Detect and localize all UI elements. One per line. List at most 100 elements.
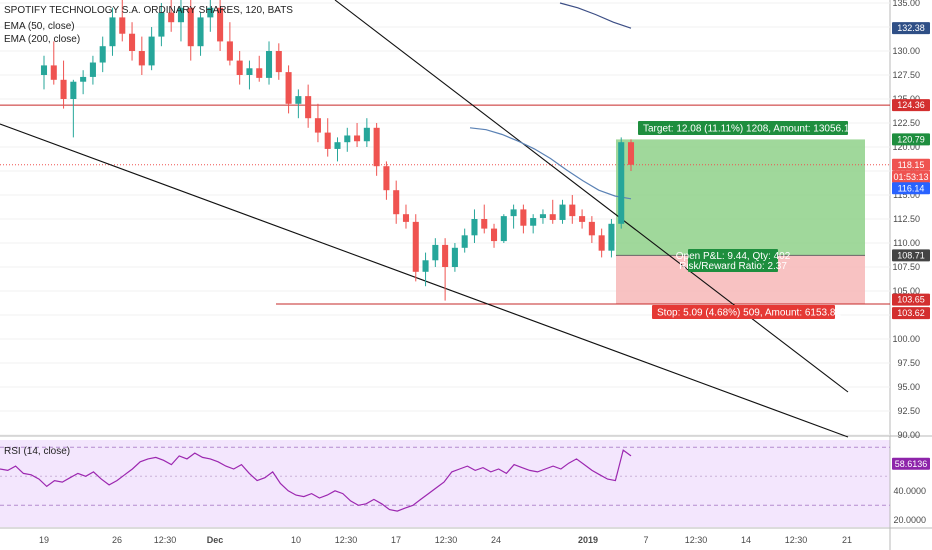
candle-body — [275, 51, 282, 73]
candle-body — [354, 135, 361, 142]
price-tag-label: 103.62 — [897, 308, 925, 318]
candle-body — [442, 244, 449, 267]
stop-label-box[interactable]: Stop: 5.09 (4.68%) 509, Amount: 6153.82 — [652, 305, 841, 319]
candle-body — [109, 17, 116, 47]
trendline-upper — [334, 0, 849, 393]
candle-body — [618, 142, 625, 224]
time-tick-label: 7 — [643, 535, 648, 545]
time-tick-label: 21 — [842, 535, 852, 545]
candle-body — [539, 214, 546, 219]
price-tag — [892, 170, 930, 183]
target-zone — [616, 139, 865, 256]
price-tag — [892, 158, 930, 171]
trendlines — [0, 0, 849, 438]
price-tick-label: 90.00 — [897, 430, 920, 440]
candle-body — [187, 7, 194, 47]
candle-body — [138, 51, 145, 66]
price-tag-label: 116.14 — [898, 183, 925, 193]
candle-body — [432, 244, 439, 261]
candle-body — [471, 219, 478, 236]
price-tick-label: 92.50 — [897, 406, 920, 416]
price-tag-label: 132.38 — [897, 23, 925, 33]
candle-body — [148, 36, 155, 66]
candle-body — [402, 214, 410, 222]
candle-body — [588, 221, 595, 236]
ema50-line — [469, 127, 632, 200]
time-tick-label: 12:30 — [335, 535, 358, 545]
pnl-label: Open P&L: 9.44, Qty: 402 — [676, 251, 791, 262]
time-tick-label: 26 — [112, 535, 122, 545]
candle-body — [226, 41, 233, 61]
price-tick-label: 115.00 — [893, 190, 920, 200]
price-tag — [892, 99, 930, 112]
candle-body — [520, 209, 527, 226]
price-tag — [892, 307, 930, 320]
candle-body — [412, 221, 419, 272]
price-tag-label: 120.79 — [897, 134, 925, 144]
rr-label: Risk/Reward Ratio: 2.37 — [679, 261, 787, 272]
price-tick-label: 135.00 — [892, 0, 920, 8]
horizontal-lines — [0, 104, 890, 305]
position-zones — [616, 139, 865, 305]
candle-body — [70, 81, 77, 99]
candle-body — [60, 79, 67, 99]
candle-body — [549, 214, 556, 220]
time-tick-label: 24 — [491, 535, 501, 545]
target-label-box[interactable]: Target: 12.08 (11.11%) 1208, Amount: 130… — [638, 121, 855, 135]
price-tag-label: 108.71 — [897, 250, 925, 260]
candle-body — [451, 247, 458, 267]
candle-body — [305, 96, 312, 119]
candle-body — [207, 7, 214, 18]
price-tick-label: 122.50 — [892, 118, 920, 128]
price-tag — [892, 249, 930, 262]
rsi-legend: RSI (14, close) — [4, 446, 70, 457]
time-tick-label: Dec — [207, 535, 224, 545]
price-tag-label: 124.36 — [897, 100, 925, 110]
price-tick-label: 100.00 — [892, 334, 920, 344]
stop-label: Stop: 5.09 (4.68%) 509, Amount: 6153.82 — [657, 308, 841, 319]
time-tick-label: 12:30 — [435, 535, 458, 545]
candle-body — [579, 216, 586, 222]
price-tick-label: 125.00 — [892, 94, 920, 104]
candle-body — [461, 235, 468, 248]
candle-body — [530, 218, 537, 226]
candle-body — [393, 190, 400, 215]
price-tag-label: 01:53:13 — [893, 172, 928, 182]
price-tag-label: 118.15 — [898, 160, 925, 170]
price-tag — [892, 293, 930, 306]
price-tick-label: 97.50 — [897, 358, 920, 368]
trendline-lower — [0, 123, 849, 438]
candle-body — [363, 127, 370, 142]
candle-body — [510, 209, 517, 217]
ema200-line — [559, 2, 632, 29]
time-axis: 19 26 12:30 Dec 10 12:30 17 12:30 24 2019 7 12:30 14… — [39, 535, 852, 545]
time-tick-label: 12:30 — [685, 535, 708, 545]
time-tick-label: 17 — [391, 535, 401, 545]
price-tick-label: 112.50 — [893, 214, 920, 224]
rsi-band — [0, 440, 890, 527]
candle-body — [80, 76, 87, 82]
rsi-pane — [0, 446, 890, 512]
candle-body — [500, 216, 507, 242]
time-tick-label: 12:30 — [785, 535, 808, 545]
price-tick-label: 95.00 — [897, 382, 920, 392]
candle-body — [256, 68, 263, 78]
pnl-label-box[interactable]: Open P&L: 9.44, Qty: 402 Risk/Reward Rat… — [676, 249, 791, 272]
candle-body — [598, 235, 605, 251]
candle-body — [217, 7, 224, 42]
candle-body — [627, 142, 635, 165]
candle-body — [236, 60, 243, 75]
candle-body — [422, 260, 429, 272]
candle-body — [50, 65, 57, 80]
candle-body — [168, 12, 175, 23]
rsi-line — [0, 449, 632, 512]
candle-body — [158, 12, 165, 37]
price-tag-label: 103.65 — [897, 295, 925, 305]
candle-body — [334, 142, 341, 149]
price-tick-label: 130.00 — [892, 46, 920, 56]
candle-body — [99, 46, 106, 63]
candle-body — [373, 127, 380, 167]
price-tick-label: 127.50 — [892, 70, 920, 80]
candle-body — [314, 118, 321, 133]
